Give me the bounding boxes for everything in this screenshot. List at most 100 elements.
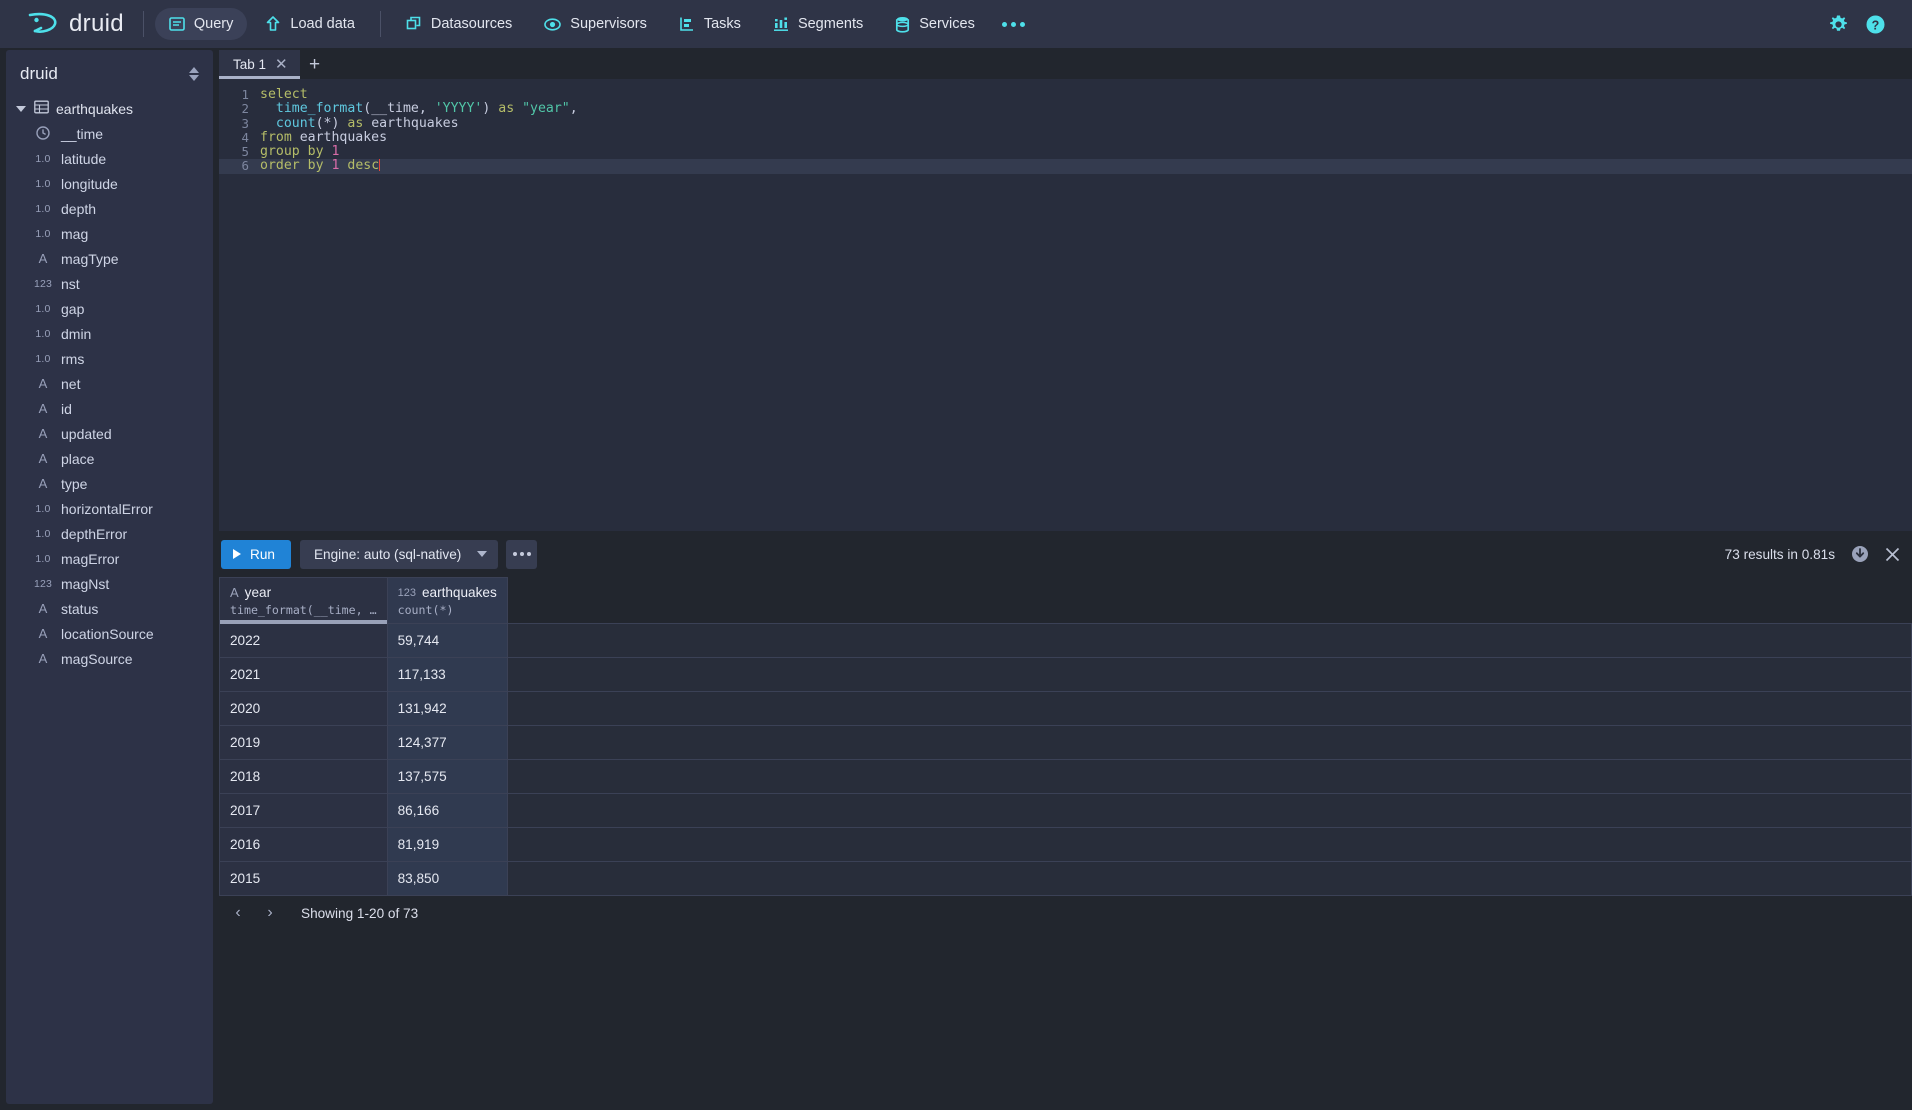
sidebar-column-longitude[interactable]: 1.0 longitude xyxy=(6,171,213,196)
editor-gutter xyxy=(219,79,253,531)
sidebar-datasource-earthquakes[interactable]: earthquakes xyxy=(6,96,213,121)
results-column-header-earthquakes[interactable]: 123 earthquakes count(*) xyxy=(386,577,508,624)
sidebar-column-label: locationSource xyxy=(61,625,154,642)
column-type-long-icon: 123 xyxy=(397,586,416,599)
sidebar-column-depth[interactable]: 1.0 depth xyxy=(6,196,213,221)
table-row[interactable]: 2022 59,744 xyxy=(219,623,1912,658)
table-row[interactable]: 2020 131,942 xyxy=(219,691,1912,726)
table-row[interactable]: 2018 137,575 xyxy=(219,759,1912,794)
nav-item-load-data[interactable]: Load data xyxy=(251,8,369,40)
table-cell-earthquakes[interactable]: 131,942 xyxy=(386,691,508,726)
nav-item-label: Tasks xyxy=(703,16,741,32)
editor-line[interactable]: 4 from earthquakes xyxy=(219,130,1912,145)
column-type-long-icon: 123 xyxy=(33,577,53,590)
brand-logo[interactable]: druid xyxy=(14,10,134,38)
table-row[interactable]: 2019 124,377 xyxy=(219,725,1912,760)
sidebar-column-dmin[interactable]: 1.0 dmin xyxy=(6,321,213,346)
download-icon[interactable] xyxy=(1851,545,1869,563)
table-cell-year[interactable]: 2021 xyxy=(219,657,388,692)
more-dot-icon xyxy=(519,552,524,556)
clock-icon xyxy=(30,126,56,141)
nav-item-datasources[interactable]: Datasources xyxy=(392,8,526,40)
sidebar-column-label: __time xyxy=(61,125,104,142)
sidebar-column-rms[interactable]: 1.0 rms xyxy=(6,346,213,371)
chevron-left-icon[interactable]: ‹ xyxy=(235,904,241,921)
table-cell-earthquakes[interactable]: 86,166 xyxy=(386,793,508,828)
table-cell-earthquakes[interactable]: 59,744 xyxy=(386,623,508,658)
column-resize-handle[interactable] xyxy=(220,620,387,624)
nav-item-services[interactable]: Services xyxy=(881,8,989,40)
table-cell-earthquakes[interactable]: 81,919 xyxy=(386,827,508,862)
run-button[interactable]: Run xyxy=(221,539,291,569)
editor-line[interactable]: 6 order by 1 desc xyxy=(219,159,1912,174)
table-row[interactable]: 2015 83,850 xyxy=(219,861,1912,896)
query-more-button[interactable] xyxy=(506,539,538,569)
table-cell-year[interactable]: 2018 xyxy=(219,759,388,794)
sidebar-column-label: id xyxy=(61,400,72,417)
sql-editor[interactable]: 1 select 2 time_format(__time, 'YYYY') as … xyxy=(219,79,1912,531)
sidebar-column-horizontalError[interactable]: 1.0 horizontalError xyxy=(6,496,213,521)
query-icon xyxy=(169,16,185,32)
nav-item-tasks[interactable]: Tasks xyxy=(665,8,755,40)
sidebar-column-label: nst xyxy=(61,275,80,292)
sidebar-column-magNst[interactable]: 123 magNst xyxy=(6,571,213,596)
column-type-double-icon: 1.0 xyxy=(35,502,51,515)
editor-line[interactable]: 1 select xyxy=(219,87,1912,102)
column-type-string-icon: A xyxy=(38,376,48,391)
sidebar-column-magError[interactable]: 1.0 magError xyxy=(6,546,213,571)
table-cell-earthquakes[interactable]: 137,575 xyxy=(386,759,508,794)
engine-select[interactable]: Engine: auto (sql-native) xyxy=(299,539,499,569)
add-tab-button[interactable]: + xyxy=(300,50,330,79)
table-row[interactable]: 2017 86,166 xyxy=(219,793,1912,828)
sort-arrows-icon[interactable] xyxy=(189,67,199,81)
close-results-icon[interactable] xyxy=(1885,547,1900,562)
table-cell-year[interactable]: 2016 xyxy=(219,827,388,862)
editor-line[interactable]: 5 group by 1 xyxy=(219,144,1912,159)
gear-icon[interactable] xyxy=(1828,14,1849,35)
sidebar-column-label: magSource xyxy=(61,650,133,667)
sidebar-header: druid xyxy=(6,50,213,96)
editor-line[interactable]: 2 time_format(__time, 'YYYY') as "year", xyxy=(219,101,1912,117)
sidebar-column-nst[interactable]: 123 nst xyxy=(6,271,213,296)
play-icon xyxy=(233,549,241,559)
table-row[interactable]: 2016 81,919 xyxy=(219,827,1912,862)
nav-item-query[interactable]: Query xyxy=(154,8,248,40)
editor-code[interactable]: 1 select 2 time_format(__time, 'YYYY') as … xyxy=(219,79,1912,174)
editor-line-number: 2 xyxy=(241,101,249,117)
nav-item-supervisors[interactable]: Supervisors xyxy=(530,8,661,40)
nav-more-button[interactable] xyxy=(997,9,1031,39)
editor-line[interactable]: 3 count(*) as earthquakes xyxy=(219,116,1912,131)
table-cell-year[interactable]: 2015 xyxy=(219,861,388,896)
table-cell-earthquakes[interactable]: 124,377 xyxy=(386,725,508,760)
table-cell-earthquakes[interactable]: 83,850 xyxy=(386,861,508,896)
chevron-right-icon[interactable]: › xyxy=(267,904,273,921)
sidebar-column-mag[interactable]: 1.0 mag xyxy=(6,221,213,246)
table-row[interactable]: 2021 117,133 xyxy=(219,657,1912,692)
table-cell-year[interactable]: 2017 xyxy=(219,793,388,828)
table-cell-year[interactable]: 2019 xyxy=(219,725,388,760)
query-tab-1[interactable]: Tab 1 ✕ xyxy=(219,50,300,79)
close-icon[interactable]: ✕ xyxy=(275,56,288,73)
column-type-double-icon: 1.0 xyxy=(35,527,51,540)
sidebar-column-depthError[interactable]: 1.0 depthError xyxy=(6,521,213,546)
nav-item-segments[interactable]: Segments xyxy=(759,8,877,40)
table-cell-year[interactable]: 2022 xyxy=(219,623,388,658)
table-cell-year[interactable]: 2020 xyxy=(219,691,388,726)
sidebar-column-gap[interactable]: 1.0 gap xyxy=(6,296,213,321)
sidebar-column-time[interactable]: __time xyxy=(6,121,213,146)
sidebar-column-label: mag xyxy=(61,225,89,242)
table-cell-earthquakes[interactable]: 117,133 xyxy=(386,657,508,692)
help-icon[interactable]: ? xyxy=(1865,14,1886,35)
table-cell-filler xyxy=(507,657,1912,692)
sidebar-column-latitude[interactable]: 1.0 latitude xyxy=(6,146,213,171)
